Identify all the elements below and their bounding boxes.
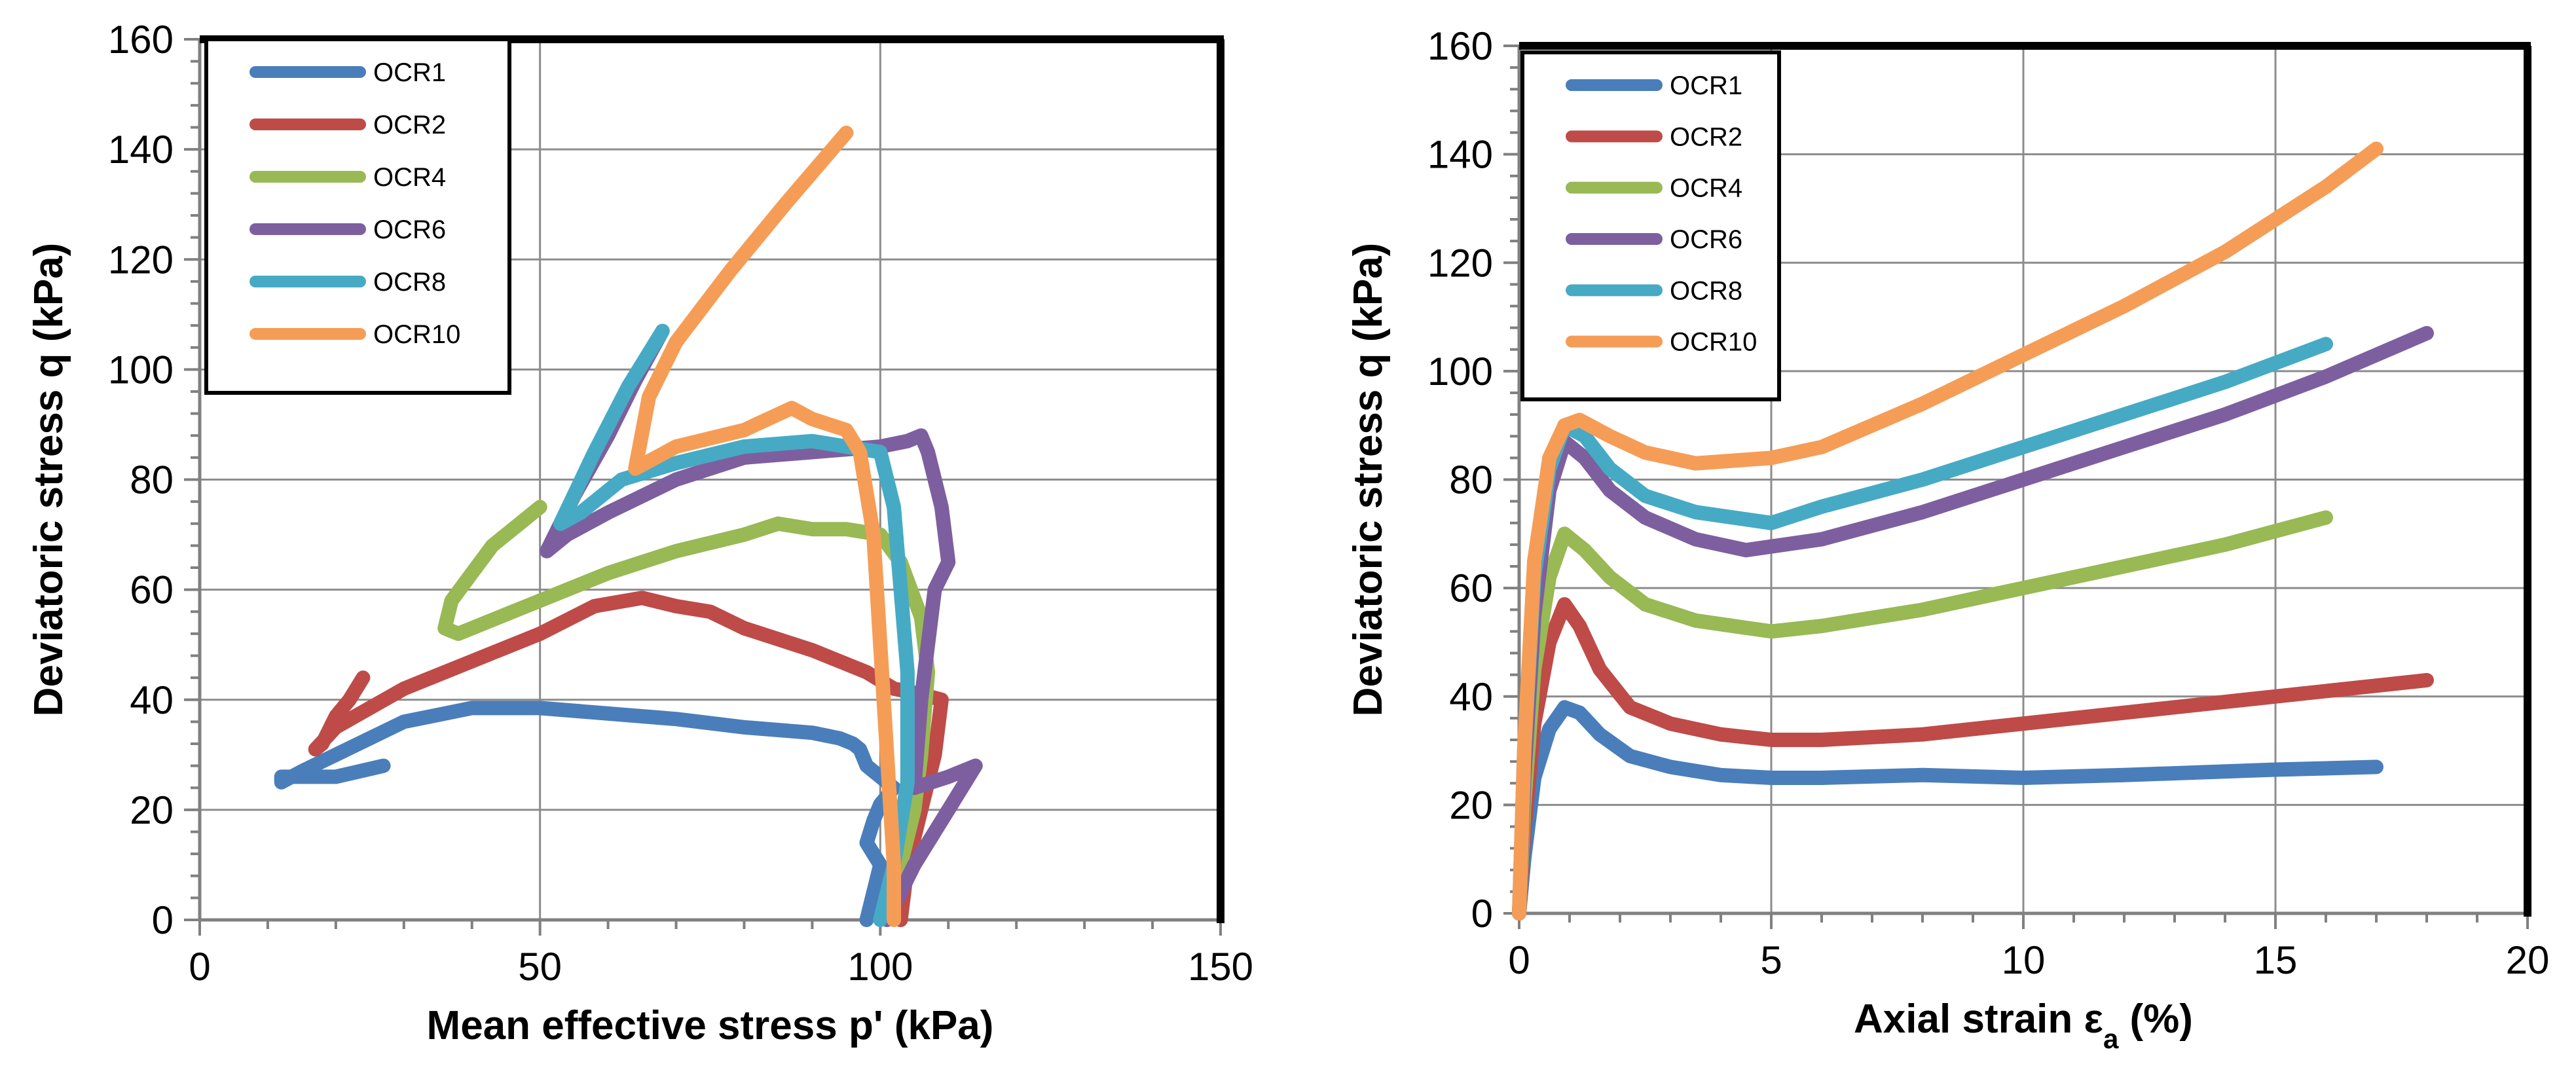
legend-label-ocr10: OCR10 [1670, 328, 1757, 357]
legend-label-ocr1: OCR1 [373, 58, 446, 87]
series-ocr1-line [274, 701, 902, 927]
y-tick-label: 140 [1427, 133, 1493, 177]
y-tick-label: 100 [108, 348, 174, 392]
y-axis-title: Deviatoric stress q (kPa) [1346, 243, 1391, 717]
series-ocr6-line [540, 323, 983, 927]
legend-label-ocr8: OCR8 [1670, 276, 1742, 305]
x-tick-label: 100 [847, 945, 913, 989]
left-chart-stress-path: 0 50 100 150 0 20 40 60 80 100 120 140 160 Mean effec… [26, 18, 1253, 1048]
series-ocr10-line [628, 125, 902, 927]
series-ocr1-line [1512, 700, 2383, 921]
y-tick-label: 40 [1449, 675, 1493, 719]
x-tick-label: 20 [2506, 938, 2550, 982]
x-tick-label: 50 [518, 945, 562, 989]
y-tick-label: 100 [1427, 350, 1493, 393]
legend-label-ocr2: OCR2 [373, 111, 446, 139]
y-tick-label: 120 [1427, 241, 1493, 285]
x-tick-label: 0 [189, 945, 210, 989]
x-tick-label: 10 [2002, 938, 2046, 982]
y-tick-label: 140 [108, 128, 174, 172]
legend-label-ocr1: OCR1 [1670, 71, 1742, 100]
x-tick-label: 0 [1508, 938, 1530, 982]
y-tick-label: 40 [130, 678, 174, 722]
y-tick-label: 0 [1471, 892, 1493, 936]
y-tick-label: 160 [108, 18, 174, 62]
series-ocr4-line [1512, 510, 2333, 921]
series-ocr10-line [1512, 141, 2383, 921]
y-tick-label: 60 [1449, 566, 1493, 610]
x-axis-title: Mean effective stress p' (kPa) [427, 1003, 994, 1048]
legend-label-ocr6: OCR6 [1670, 225, 1742, 254]
y-tick-label: 120 [108, 238, 174, 282]
series-ocr2-line [1512, 597, 2434, 921]
x-tick-label: 150 [1188, 945, 1253, 989]
legend-label-ocr4: OCR4 [1670, 174, 1742, 203]
legend-label-ocr8: OCR8 [373, 268, 446, 297]
y-tick-label: 80 [1449, 458, 1493, 502]
y-tick-label: 0 [152, 898, 174, 942]
legend-label-ocr6: OCR6 [373, 215, 446, 244]
y-tick-label: 20 [130, 788, 174, 832]
y-tick-label: 60 [130, 568, 174, 612]
series-ocr2-line [308, 591, 949, 927]
series-ocr8-line [553, 323, 915, 927]
legend-label-ocr2: OCR2 [1670, 122, 1742, 151]
legend-label-ocr4: OCR4 [373, 163, 446, 192]
x-tick-label: 15 [2254, 938, 2298, 982]
x-axis-title: Axial strain εa (%) [1854, 997, 2193, 1054]
right-chart-stress-strain: 0 5 10 15 20 0 20 40 60 80 100 120 140 160 Axial strai… [1346, 24, 2549, 1054]
y-tick-label: 160 [1427, 24, 1493, 68]
x-tick-label: 5 [1760, 938, 1782, 982]
legend-label-ocr10: OCR10 [373, 320, 460, 349]
y-tick-label: 20 [1449, 783, 1493, 827]
y-axis-title: Deviatoric stress q (kPa) [26, 243, 71, 717]
y-tick-label: 80 [130, 458, 174, 502]
